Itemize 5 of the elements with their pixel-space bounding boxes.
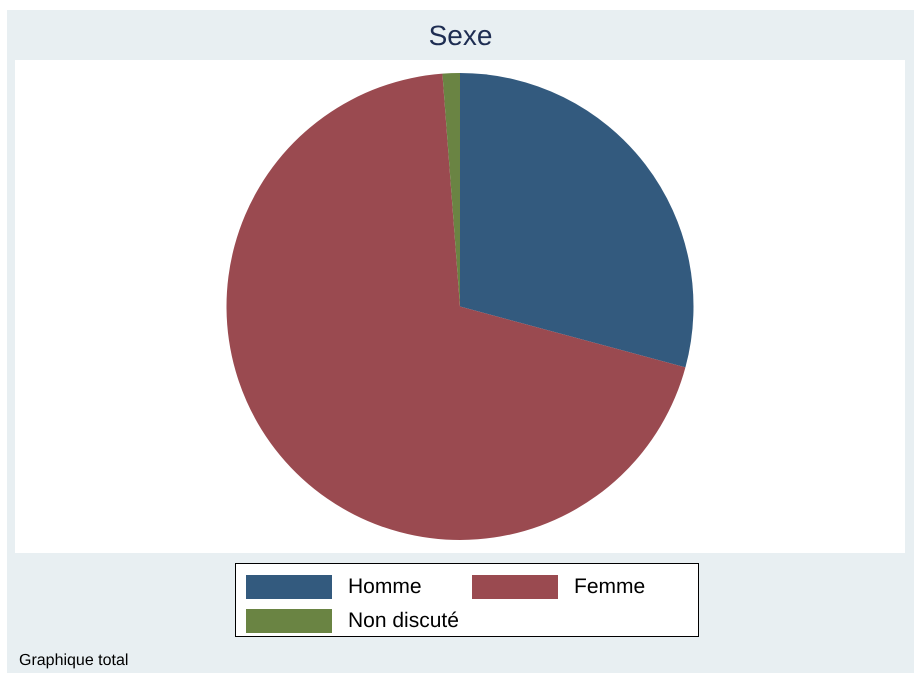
legend-label: Femme [574,575,646,599]
text: Graphique total [19,652,128,670]
legend-label: Homme [348,575,422,599]
legend-label: Non discuté [348,609,459,633]
chart-title: Sexe [428,20,494,52]
